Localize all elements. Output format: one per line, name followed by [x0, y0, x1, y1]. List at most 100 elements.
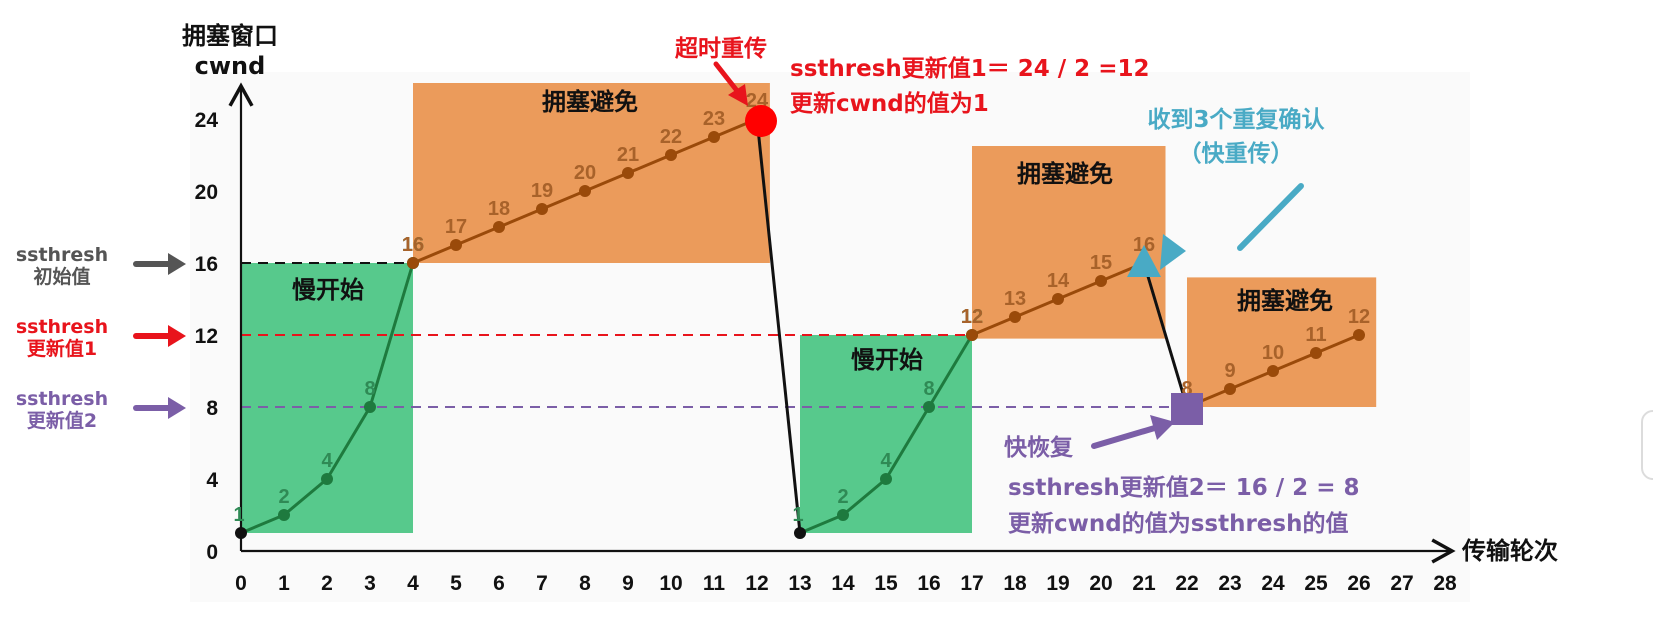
x-tick: 13	[788, 572, 811, 595]
series-line-2	[755, 118, 802, 534]
data-point-label: 8	[364, 378, 375, 400]
data-point	[966, 329, 978, 341]
data-point	[794, 527, 806, 539]
y-axis-title: 拥塞窗口	[182, 22, 278, 50]
ssthresh-initial-legend: ssthresh 初始值	[16, 244, 186, 288]
x-tick: 15	[874, 572, 898, 595]
data-point-label: 2	[837, 486, 848, 508]
x-tick: 8	[579, 572, 591, 595]
ssthresh-update1-legend: ssthresh 更新值1	[16, 316, 186, 360]
fast-retransmit-label: （快重传）	[1179, 140, 1294, 167]
data-point	[450, 239, 462, 251]
x-tick: 21	[1132, 572, 1156, 595]
y-tick: 8	[206, 397, 218, 420]
y-tick-labels: 0 4 8 12 16 20 24	[195, 109, 219, 564]
series-line-5	[1142, 262, 1189, 408]
y-tick: 4	[206, 469, 218, 492]
data-point-label: 12	[1348, 306, 1370, 328]
data-point-label: 10	[1262, 342, 1284, 364]
x-tick: 24	[1261, 572, 1285, 595]
x-tick: 16	[917, 572, 940, 595]
data-point	[1267, 365, 1279, 377]
data-point-label: 16	[402, 234, 424, 256]
data-point-label: 20	[574, 162, 596, 184]
data-point-label: 12	[961, 306, 983, 328]
cwnd-series: 1248161617181920212223241248121213141516…	[233, 90, 1370, 539]
data-point-label: 4	[321, 450, 333, 472]
y-tick: 24	[195, 109, 219, 132]
timeout-cwnd-note: 更新cwnd的值为1	[790, 90, 989, 117]
data-point	[1009, 311, 1021, 323]
dup-ack-arrow-icon	[1237, 183, 1304, 251]
arrowhead-icon	[728, 84, 748, 106]
data-point-label: 12	[961, 306, 983, 328]
fast-retransmit-marker-icon	[1127, 245, 1161, 277]
x-tick: 28	[1433, 572, 1457, 595]
data-point	[407, 257, 419, 269]
x-tick: 23	[1218, 572, 1241, 595]
y-tick: 0	[206, 541, 218, 564]
x-tick: 25	[1304, 572, 1328, 595]
data-point	[1095, 275, 1107, 287]
x-tick: 6	[493, 572, 505, 595]
timeout-marker-icon	[745, 105, 777, 137]
arrowhead-icon	[168, 325, 186, 347]
timeout-ssthresh-equation: ssthresh更新值1＝ 24 / 2 =12	[790, 55, 1149, 82]
x-tick: 18	[1003, 572, 1027, 595]
data-point	[1353, 329, 1365, 341]
timeout-arrow-icon	[713, 61, 741, 95]
data-point-label: 14	[1047, 270, 1070, 292]
x-tick: 11	[703, 572, 726, 595]
ssthresh-initial-label: ssthresh	[16, 244, 108, 266]
data-point	[1310, 347, 1322, 359]
data-point-label: 4	[880, 450, 892, 472]
data-point-label: 22	[660, 126, 682, 148]
ssthresh-update2-sublabel: 更新值2	[27, 409, 97, 432]
region-3	[972, 146, 1166, 339]
data-point-label: 18	[488, 198, 510, 220]
region-2	[800, 335, 972, 533]
x-tick: 5	[450, 572, 462, 595]
x-tick: 27	[1390, 572, 1413, 595]
y-axis-subtitle: cwnd	[195, 52, 266, 80]
side-panel-handle[interactable]	[1641, 410, 1653, 480]
x-tick: 10	[659, 572, 682, 595]
ssthresh-lines	[241, 262, 1187, 408]
data-point	[278, 509, 290, 521]
data-point	[235, 527, 247, 539]
ssthresh-update1-sublabel: 更新值1	[27, 337, 97, 360]
data-point	[1224, 383, 1236, 395]
data-point	[364, 401, 376, 413]
ssthresh-update2-label: ssthresh	[16, 388, 108, 410]
data-point-label: 9	[1224, 360, 1235, 382]
arrowhead-icon	[1150, 415, 1175, 440]
data-point	[880, 473, 892, 485]
x-tick: 19	[1046, 572, 1069, 595]
region-label-congestion-avoidance-2: 拥塞避免	[1017, 160, 1113, 188]
data-point	[708, 131, 720, 143]
x-tick: 3	[364, 572, 376, 595]
x-tick-labels: 0 1 2 3 4 5 6 7 8 9 10 11 12 13 14 15 16 17 18 19 20 21 22 23 24…	[235, 572, 1457, 595]
data-point-label: 23	[703, 108, 725, 130]
x-axis-title: 传输轮次	[1461, 537, 1558, 565]
data-point	[321, 473, 333, 485]
data-point	[536, 203, 548, 215]
x-tick: 22	[1175, 572, 1198, 595]
x-tick: 2	[321, 572, 333, 595]
data-point-label: 1	[233, 504, 244, 526]
region-label-slow-start-1: 慢开始	[292, 276, 364, 304]
arrowhead-icon	[168, 397, 186, 419]
region-1	[413, 83, 770, 263]
data-point	[665, 149, 677, 161]
region-label-congestion-avoidance-3: 拥塞避免	[1237, 287, 1333, 315]
x-tick: 17	[960, 572, 983, 595]
y-tick: 20	[195, 181, 218, 204]
arrowhead-icon	[1160, 234, 1186, 270]
data-point-label: 13	[1004, 288, 1026, 310]
x-tick: 14	[831, 572, 855, 595]
data-point	[493, 221, 505, 233]
x-tick: 7	[536, 572, 548, 595]
ssthresh-initial-sublabel: 初始值	[33, 265, 90, 288]
fast-recovery-arrow-icon	[1091, 424, 1161, 449]
